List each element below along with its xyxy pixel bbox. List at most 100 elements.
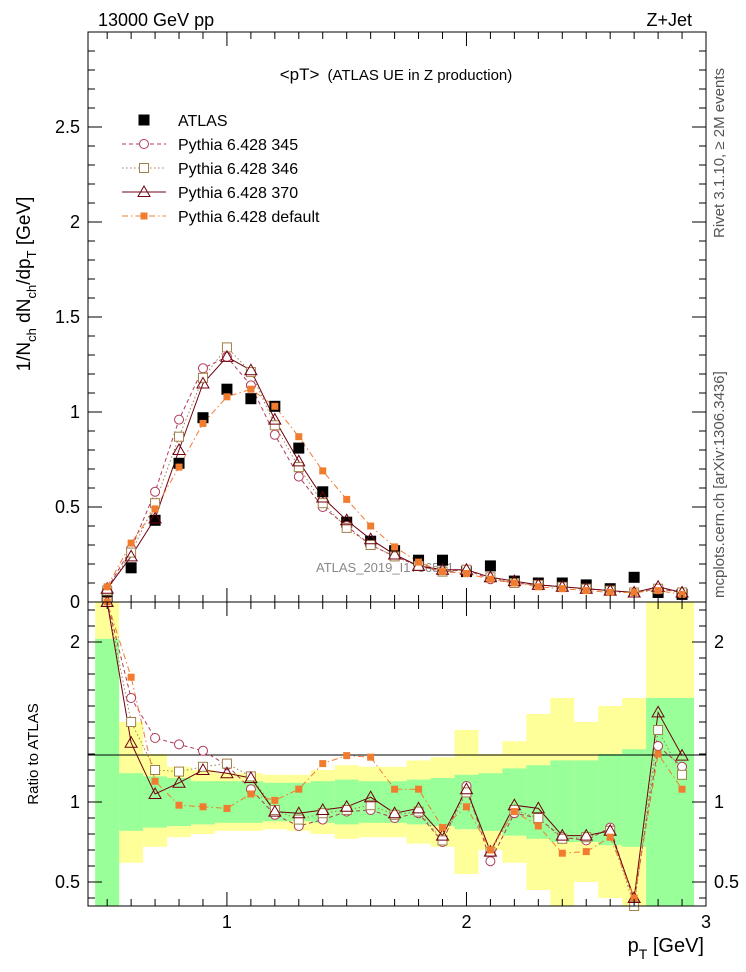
ratio-data-point bbox=[365, 800, 376, 811]
ratio-xtick-label: 1 bbox=[222, 912, 232, 932]
ratio-band-inner bbox=[622, 749, 647, 847]
main-data-point bbox=[269, 420, 280, 431]
main-data-point bbox=[343, 495, 351, 503]
main-data-point bbox=[317, 498, 328, 509]
ratio-data-point bbox=[245, 771, 256, 782]
main-ytick-label: 0 bbox=[70, 592, 80, 612]
chart-subtitle: (ATLAS UE in Z production) bbox=[327, 67, 512, 84]
ratio-data-point bbox=[582, 848, 590, 856]
main-data-point bbox=[341, 522, 352, 533]
ratio-band-inner bbox=[574, 760, 599, 842]
main-data-point bbox=[484, 560, 496, 572]
ratio-ytick-label-right: 2 bbox=[714, 632, 724, 652]
ratio-data-point bbox=[606, 833, 614, 841]
main-data-point bbox=[271, 402, 279, 410]
main-data-point bbox=[196, 376, 210, 389]
main-data-point bbox=[172, 442, 186, 455]
main-data-point bbox=[291, 454, 306, 467]
ratio-band-inner bbox=[430, 778, 455, 826]
legend: ATLAS Pythia 6.428 345 Pythia 6.428 346 Pyt… bbox=[122, 113, 320, 226]
ratio-data-point bbox=[295, 785, 303, 793]
main-data-point bbox=[151, 505, 159, 513]
main-data-point bbox=[221, 383, 233, 395]
main-data-point bbox=[175, 463, 183, 471]
ratio-band-inner bbox=[454, 774, 479, 830]
svg-text:pT [GeV]: pT [GeV] bbox=[628, 935, 704, 962]
legend-marker bbox=[137, 184, 151, 197]
ratio-data-point bbox=[435, 828, 450, 841]
main-data-point bbox=[437, 554, 449, 566]
ratio-data-point bbox=[126, 717, 137, 727]
ratio-data-point bbox=[439, 824, 447, 832]
legend-label: Pythia 6.428 345 bbox=[178, 137, 298, 154]
ratio-band-inner bbox=[310, 781, 335, 823]
main-data-point bbox=[558, 585, 566, 593]
main-data-point bbox=[510, 579, 518, 587]
ratio-data-point bbox=[486, 846, 494, 854]
ratio-data-point bbox=[343, 752, 351, 760]
main-data-point bbox=[415, 558, 423, 566]
ratio-xtick-label: 3 bbox=[701, 912, 711, 932]
ratio-data-point bbox=[531, 801, 546, 814]
main-axes: 0 0.5 1 1.5 2 2.5 bbox=[55, 32, 706, 612]
main-data-point bbox=[339, 513, 354, 526]
main-data-point bbox=[293, 471, 304, 482]
ratio-band-inner bbox=[95, 638, 120, 906]
main-data-point bbox=[173, 457, 185, 469]
main-data-point bbox=[150, 486, 161, 497]
main-data-point bbox=[247, 385, 255, 393]
main-data-point bbox=[174, 414, 185, 425]
ratio-data-point bbox=[367, 753, 375, 761]
ratio-band-inner bbox=[191, 781, 215, 825]
main-data-point bbox=[197, 412, 209, 424]
ratio-series-layer bbox=[100, 594, 689, 911]
ratio-ytick-label-left: 0.5 bbox=[55, 872, 80, 892]
ratio-band-inner bbox=[598, 754, 623, 846]
ratio-data-point bbox=[534, 822, 542, 830]
legend-marker bbox=[140, 212, 148, 220]
main-data-point bbox=[387, 547, 402, 560]
svg-text:1/Nch dNch/dpT [GeV]: 1/Nch dNch/dpT [GeV] bbox=[14, 197, 39, 372]
legend-marker bbox=[139, 139, 149, 149]
header-energy: 13000 GeV pp bbox=[98, 10, 214, 30]
main-data-point bbox=[439, 568, 447, 576]
ratio-data-point bbox=[555, 828, 570, 841]
ratio-data-point bbox=[653, 725, 664, 735]
ratio-data-point bbox=[244, 770, 258, 783]
main-data-point bbox=[267, 412, 282, 425]
legend-label: Pythia 6.428 370 bbox=[178, 185, 298, 202]
main-ytick-label: 0.5 bbox=[55, 497, 80, 517]
ratio-data-point bbox=[124, 735, 138, 748]
ratio-data-point bbox=[533, 813, 544, 823]
main-data-point bbox=[363, 532, 378, 545]
ratio-data-point bbox=[462, 803, 470, 811]
ratio-data-point bbox=[654, 750, 662, 758]
ratio-data-point bbox=[223, 804, 231, 812]
ratio-data-point bbox=[317, 808, 328, 819]
ratio-data-point bbox=[415, 785, 423, 793]
ratio-data-point bbox=[510, 808, 518, 816]
ratio-data-point bbox=[197, 745, 208, 756]
ratio-data-point bbox=[413, 806, 424, 817]
ratio-data-point bbox=[267, 804, 282, 817]
main-data-point bbox=[244, 363, 258, 376]
ratio-data-point bbox=[199, 803, 207, 811]
ratio-xtick-label: 2 bbox=[461, 912, 471, 932]
ratio-data-point bbox=[485, 856, 496, 867]
ratio-data-point bbox=[174, 766, 185, 777]
main-data-point bbox=[293, 462, 304, 473]
main-data-point bbox=[148, 511, 162, 524]
ratio-data-point bbox=[557, 833, 568, 844]
main-data-point bbox=[197, 363, 208, 374]
ratio-band-inner bbox=[550, 760, 575, 842]
main-data-point bbox=[245, 393, 257, 405]
ratio-data-point bbox=[293, 814, 304, 825]
main-data-point bbox=[125, 562, 137, 574]
main-data-point bbox=[630, 589, 638, 596]
main-data-point bbox=[391, 543, 399, 551]
ratio-data-point bbox=[247, 790, 255, 798]
ratio-data-point bbox=[341, 805, 352, 815]
main-ytick-label: 2.5 bbox=[55, 117, 80, 137]
ratio-data-point bbox=[459, 782, 474, 795]
